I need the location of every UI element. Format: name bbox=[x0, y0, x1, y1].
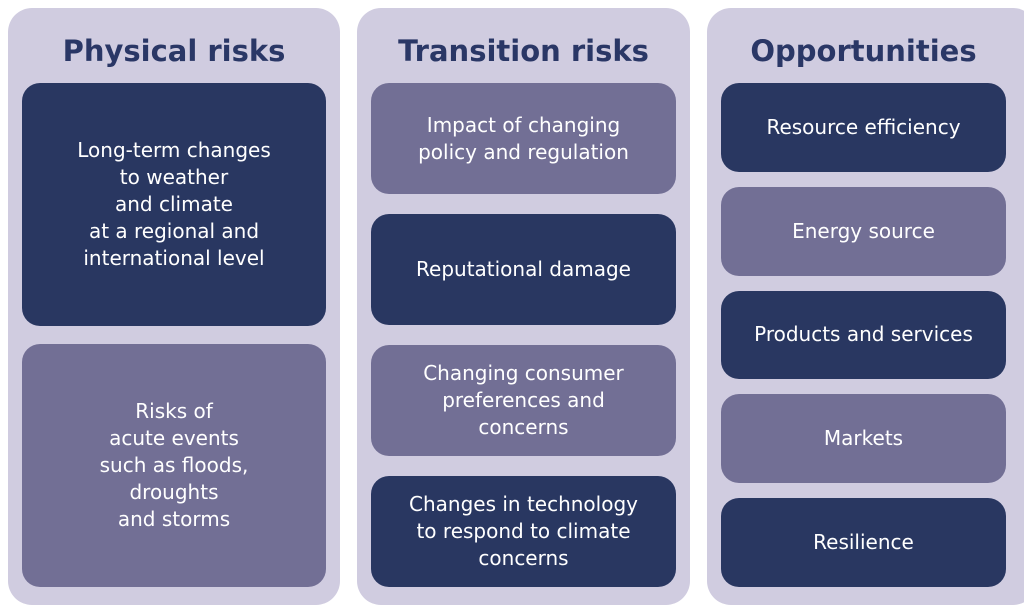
item-list: Long-term changes to weather and climate at… bbox=[22, 83, 326, 587]
item-box: Reputational damage bbox=[371, 214, 676, 325]
item-text: Resilience bbox=[813, 529, 914, 556]
item-box: Changing consumer preferences and concerns bbox=[371, 345, 676, 456]
item-line: and storms bbox=[117, 507, 231, 531]
column-title: Physical risks bbox=[62, 34, 286, 68]
item-line: Changing consumer bbox=[423, 361, 624, 385]
item-line: droughts bbox=[129, 480, 219, 504]
item-text: Reputational damage bbox=[416, 256, 631, 283]
item-line: Long-term changes bbox=[77, 138, 271, 162]
item-line: Risks of bbox=[135, 399, 213, 423]
item-text: Changing consumer preferences and concerns bbox=[423, 360, 624, 441]
item-box: Changes in technology to respond to clima… bbox=[371, 476, 676, 587]
item-line: to respond to climate bbox=[416, 519, 631, 543]
item-line: Resilience bbox=[813, 530, 914, 555]
item-text: Risks of acute events such as floods, droug… bbox=[100, 398, 249, 533]
item-line: Changes in technology bbox=[409, 492, 638, 516]
item-text: Markets bbox=[824, 425, 903, 452]
item-line: Products and services bbox=[754, 322, 973, 347]
item-line: to weather bbox=[119, 165, 229, 189]
column: Opportunities Resource efficiency Energy s… bbox=[707, 8, 1024, 605]
item-line: such as floods, bbox=[99, 453, 249, 477]
item-text: Long-term changes to weather and climate at… bbox=[77, 137, 271, 272]
item-text: Products and services bbox=[754, 321, 973, 348]
column-title: Transition risks bbox=[398, 34, 649, 68]
item-line: Impact of changing bbox=[426, 112, 621, 137]
item-text: Energy source bbox=[792, 218, 935, 245]
item-list: Resource efficiency Energy source Products… bbox=[721, 83, 1006, 587]
item-line: Reputational damage bbox=[416, 257, 631, 281]
item-line: international level bbox=[83, 246, 265, 270]
item-box: Energy source bbox=[721, 186, 1006, 276]
column-title: Opportunities bbox=[750, 34, 977, 68]
item-text: Impact of changing policy and regulation bbox=[418, 112, 629, 166]
column: Transition risks Impact of changing policy… bbox=[357, 8, 690, 605]
item-list: Impact of changing policy and regulation R… bbox=[371, 83, 676, 587]
item-line: and climate bbox=[115, 192, 233, 216]
item-box: Products and services bbox=[721, 290, 1006, 380]
item-box: Resource efficiency bbox=[721, 83, 1006, 172]
item-line: Resource efficiency bbox=[766, 114, 961, 139]
item-box: Markets bbox=[721, 394, 1006, 484]
item-line: preferences and bbox=[442, 388, 605, 412]
item-box: Long-term changes to weather and climate at… bbox=[22, 83, 326, 326]
item-text: Resource efficiency bbox=[766, 114, 960, 141]
item-box: Resilience bbox=[721, 498, 1006, 587]
item-line: at a regional and bbox=[88, 219, 260, 243]
item-line: policy and regulation bbox=[418, 139, 629, 164]
item-text: Changes in technology to respond to clima… bbox=[409, 491, 638, 572]
column: Physical risks Long-term changes to weathe… bbox=[8, 8, 340, 605]
item-line: acute events bbox=[109, 426, 239, 450]
item-line: Energy source bbox=[792, 218, 935, 243]
item-box: Risks of acute events such as floods, droug… bbox=[22, 344, 326, 587]
item-line: concerns bbox=[478, 546, 569, 570]
item-line: concerns bbox=[478, 415, 569, 439]
item-line: Markets bbox=[823, 426, 904, 451]
item-box: Impact of changing policy and regulation bbox=[371, 83, 676, 194]
